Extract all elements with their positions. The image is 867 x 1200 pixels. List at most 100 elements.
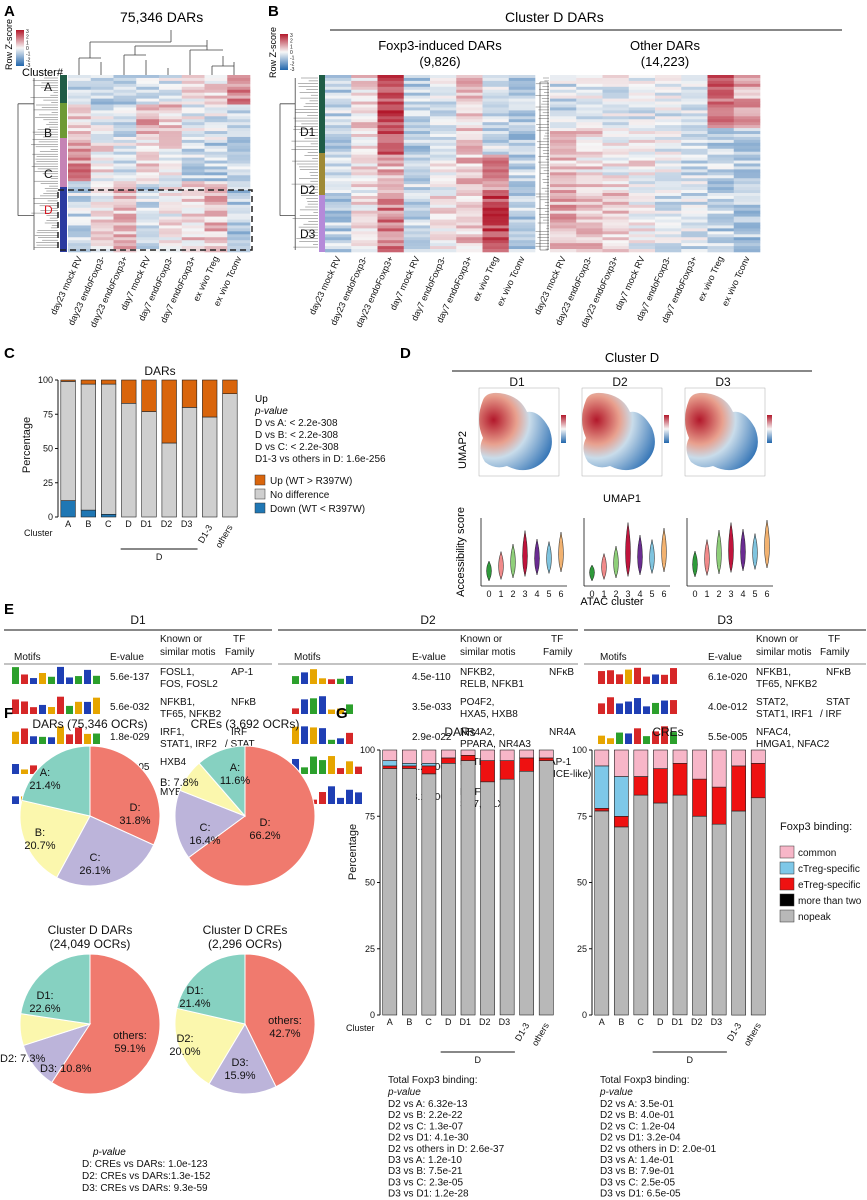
heatmap-b-right-cell (655, 225, 682, 229)
panel-c-pvalue-title: p-value (254, 406, 288, 417)
heatmap-a-cell (227, 113, 251, 117)
heatmap-b-left-cell (430, 95, 457, 99)
heatmap-a-cell (227, 107, 251, 111)
heatmap-b-right-cell (681, 246, 708, 250)
heatmap-b-right-cell (550, 136, 577, 141)
heatmap-b-left-cell (325, 92, 352, 96)
heatmap-a-cell (90, 151, 114, 155)
x-tick-label: others (530, 1021, 551, 1048)
heatmap-b-left-cell (403, 77, 431, 82)
heatmap-b-right-cell (628, 101, 656, 105)
heatmap-b-right-cell (681, 175, 708, 179)
heatmap-b-left-cell (377, 249, 405, 253)
violin-x-tick: 3 (522, 589, 527, 599)
heatmap-b-right-cell (681, 107, 708, 111)
pvalue-line: D2: CREs vs DARs:1.3e-152 (82, 1171, 211, 1182)
heatmap-b-left-cell (403, 193, 431, 197)
heatmap-a-cell (204, 213, 228, 217)
heatmap-b-left-cell (403, 101, 431, 105)
heatmap-b-right-cell (550, 142, 577, 147)
heatmap-a-cell (181, 169, 205, 173)
cluster-color-bar (60, 187, 67, 252)
heatmap-a-cell (90, 246, 114, 250)
heatmap-b-left-cell (403, 181, 431, 185)
heatmap-a-cell (181, 110, 205, 114)
heatmap-b-left-cell (351, 98, 378, 102)
motif-logo-letter (48, 737, 55, 744)
heatmap-a-cell (181, 187, 205, 191)
heatmap-a-cell (68, 195, 92, 200)
subcluster-label: D2 (300, 183, 316, 197)
heatmap-a-cell (90, 243, 114, 247)
heatmap-b-left-cell (482, 131, 510, 135)
heatmap-b-left-cell (403, 92, 431, 96)
pie-subtitle: (2,296 OCRs) (208, 937, 282, 951)
heatmap-a-cell (90, 107, 114, 111)
heatmap-a-cell (204, 237, 228, 241)
heatmap-a-cell (90, 178, 114, 182)
heatmap-a-cell (113, 98, 137, 102)
heatmap-a-cell (181, 175, 205, 179)
heatmap-b-left-cell (325, 210, 352, 214)
heatmap-a-cell (90, 210, 114, 214)
heatmap-a-cell (159, 148, 183, 152)
heatmap-a-cell (90, 234, 114, 238)
heatmap-a-cell (136, 193, 160, 197)
bar-segment (161, 379, 177, 444)
y-tick-label: 0 (48, 512, 53, 522)
heatmap-b-right-cell (602, 125, 630, 129)
heatmap-b-left-cell (456, 163, 483, 167)
panel-g-legend: Foxp3 binding:commoncTreg-specificeTreg-… (779, 821, 862, 923)
heatmap-b-left-cell (403, 116, 431, 120)
heatmap-a-cell (204, 163, 228, 167)
heatmap-b-left-cell (482, 151, 510, 155)
violin-x-tick: 2 (716, 589, 721, 599)
y-tick-label: 25 (577, 944, 587, 954)
heatmap-b-right-cell (602, 172, 630, 176)
heatmap-b-right-cell (628, 169, 656, 173)
heatmap-a-cell (227, 154, 251, 158)
heatmap-b-left-cell (508, 231, 536, 235)
heatmap-a-cell (68, 222, 92, 226)
heatmap-a-cell (227, 166, 251, 170)
motif-logo-letter (643, 676, 650, 684)
heatmap-a-cell (181, 216, 205, 220)
motif-logo-letter (21, 674, 28, 684)
bar-segment (222, 393, 238, 518)
heatmap-b-right-cell (602, 89, 630, 93)
dendrogram-b (279, 77, 549, 251)
heatmap-b-left-cell (403, 154, 431, 158)
y-tick-label: 25 (365, 944, 375, 954)
legend-swatch (254, 488, 266, 500)
bar-segment (401, 765, 417, 769)
pie-slice-label: D: (130, 802, 141, 814)
heatmap-b-left-cell (508, 122, 536, 126)
heatmap-a-cell (113, 75, 137, 79)
heatmap-b-left-cell (377, 95, 405, 99)
heatmap-b-left-cell (325, 201, 352, 206)
heatmap-a-cell (181, 136, 205, 141)
heatmap-b-right-cell (707, 195, 735, 200)
heatmap-b-left-cell (508, 187, 536, 191)
heatmap-a-cell (113, 89, 137, 93)
heatmap-a-cell (136, 101, 160, 105)
motif-logo-letter (301, 726, 308, 744)
heatmap-b-right-cell (681, 237, 708, 241)
heatmap-a-cell (181, 225, 205, 229)
heatmap-b-right-cell (602, 219, 630, 223)
heatmap-b-right-cell (576, 92, 603, 96)
motif-logo-letter (616, 703, 623, 714)
heatmap-b-left-cell (325, 163, 352, 167)
heatmap-b-left-cell (351, 228, 378, 232)
heatmap-b-left-cell (430, 160, 457, 164)
heatmap-b-right-cell (628, 181, 656, 185)
motif-known: STAT2, (756, 697, 788, 708)
colorbar-tick: -2 (290, 61, 295, 67)
x-tick-label: B (618, 1017, 624, 1027)
motif-logo-letter (310, 669, 317, 684)
pvalue-line: D3 vs A: 1.4e-01 (600, 1155, 674, 1166)
heatmap-b-left-cell (377, 83, 405, 88)
heatmap-b-left-cell (508, 107, 536, 111)
heatmap-b-right-cell (550, 98, 577, 102)
